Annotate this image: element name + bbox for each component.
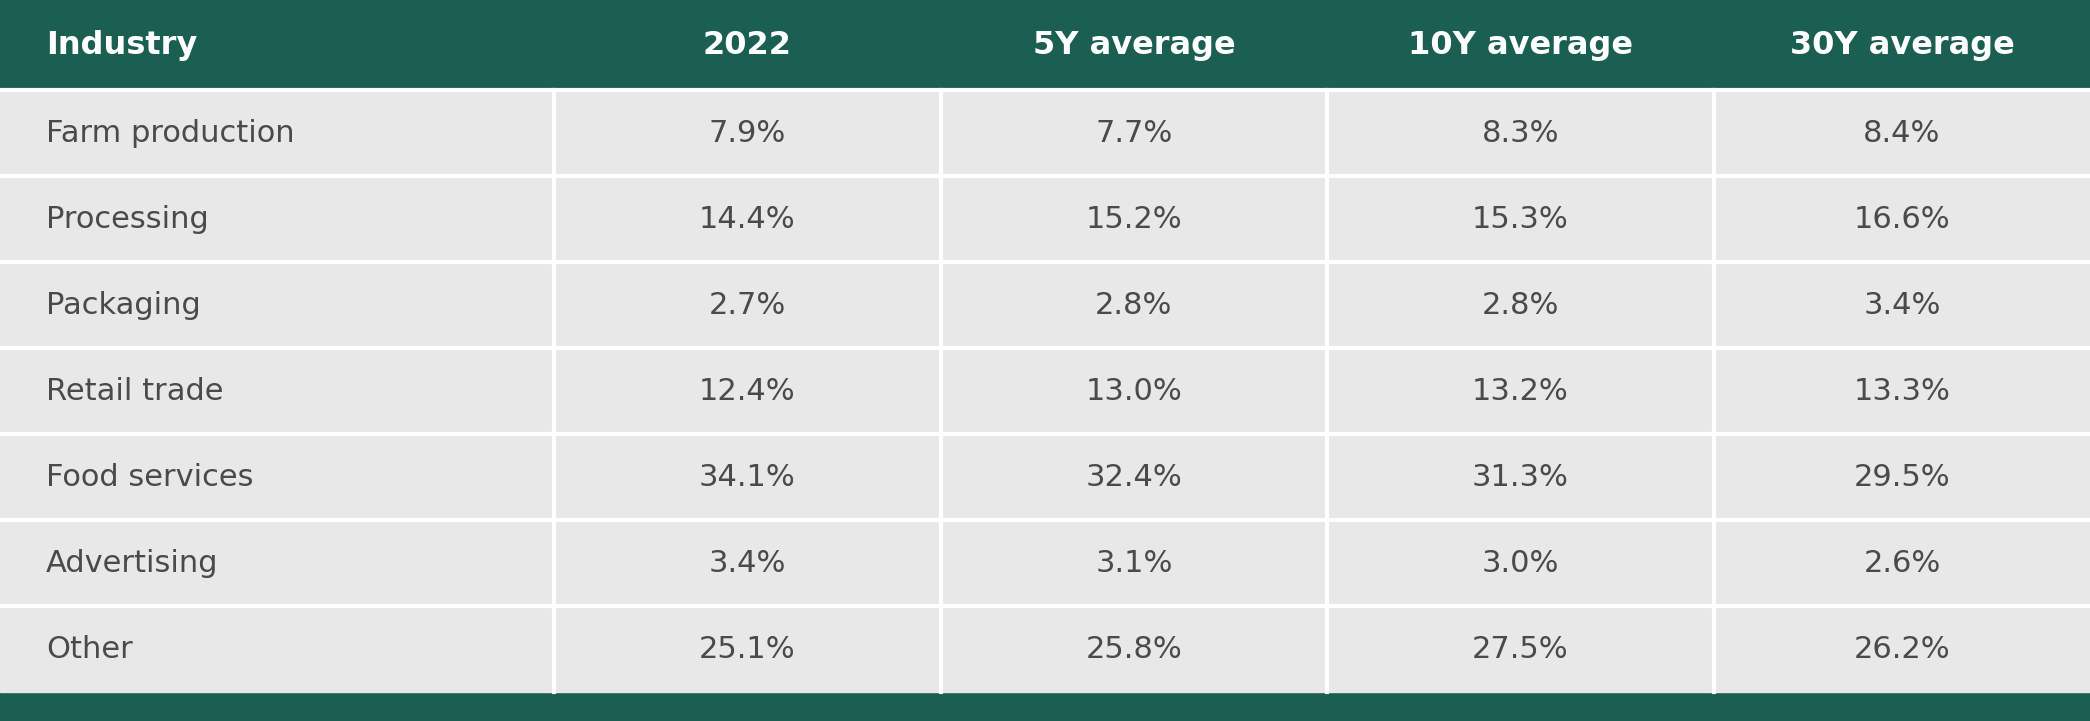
Text: 15.2%: 15.2% [1085,205,1183,234]
Bar [1327,348,1714,434]
Bar [1714,434,2090,520]
Text: 3.4%: 3.4% [709,549,786,578]
Bar [1327,606,1714,692]
Bar [940,606,1327,692]
Bar [1327,520,1714,606]
Bar [1714,90,2090,176]
Text: 2022: 2022 [702,30,792,61]
Text: 8.4%: 8.4% [1862,119,1942,148]
Bar [554,0,940,90]
Bar [940,348,1327,434]
Bar [554,348,940,434]
Text: 2.7%: 2.7% [709,291,786,319]
Bar [940,0,1327,90]
Text: Farm production: Farm production [46,119,295,148]
Text: 29.5%: 29.5% [1854,463,1950,492]
Text: 2.6%: 2.6% [1864,549,1940,578]
Bar [0,176,554,262]
Bar [940,90,1327,176]
Bar [554,262,940,348]
Bar [940,262,1327,348]
Bar [554,176,940,262]
Bar [940,434,1327,520]
Bar [1714,0,2090,90]
Text: 5Y average: 5Y average [1032,30,1235,61]
Text: 3.4%: 3.4% [1862,291,1942,319]
Text: 15.3%: 15.3% [1471,205,1570,234]
Text: 2.8%: 2.8% [1095,291,1172,319]
Bar [940,176,1327,262]
Bar [0,606,554,692]
Bar [1714,176,2090,262]
Text: 3.1%: 3.1% [1095,549,1172,578]
Bar [0,348,554,434]
Text: 14.4%: 14.4% [698,205,796,234]
Text: 25.8%: 25.8% [1085,634,1183,663]
Bar [1327,90,1714,176]
Bar [1714,606,2090,692]
Text: 2.8%: 2.8% [1482,291,1559,319]
Text: 27.5%: 27.5% [1471,634,1570,663]
Text: 12.4%: 12.4% [698,376,796,406]
Bar [1714,520,2090,606]
Bar [0,520,554,606]
Bar [0,0,554,90]
Bar [554,90,940,176]
Bar [554,606,940,692]
Text: 13.3%: 13.3% [1854,376,1950,406]
Text: 34.1%: 34.1% [698,463,796,492]
Bar [1327,434,1714,520]
Bar [0,434,554,520]
Bar [0,692,2090,721]
Bar [0,90,554,176]
Text: Processing: Processing [46,205,209,234]
Bar [1327,0,1714,90]
Text: 13.2%: 13.2% [1471,376,1570,406]
Text: 25.1%: 25.1% [698,634,796,663]
Text: 32.4%: 32.4% [1085,463,1183,492]
Text: 16.6%: 16.6% [1854,205,1950,234]
Text: 3.0%: 3.0% [1482,549,1559,578]
Bar [1327,176,1714,262]
Text: Advertising: Advertising [46,549,219,578]
Text: 8.3%: 8.3% [1482,119,1559,148]
Text: 7.9%: 7.9% [709,119,786,148]
Text: Retail trade: Retail trade [46,376,224,406]
Bar [0,262,554,348]
Text: 30Y average: 30Y average [1789,30,2015,61]
Text: 26.2%: 26.2% [1854,634,1950,663]
Text: Packaging: Packaging [46,291,201,319]
Bar [1327,262,1714,348]
Bar [1714,348,2090,434]
Bar [940,520,1327,606]
Bar [554,434,940,520]
Bar [554,520,940,606]
Text: Food services: Food services [46,463,253,492]
Text: 13.0%: 13.0% [1085,376,1183,406]
Text: 7.7%: 7.7% [1095,119,1172,148]
Text: 31.3%: 31.3% [1471,463,1570,492]
Text: Industry: Industry [46,30,196,61]
Text: 10Y average: 10Y average [1409,30,1632,61]
Bar [1714,262,2090,348]
Text: Other: Other [46,634,134,663]
